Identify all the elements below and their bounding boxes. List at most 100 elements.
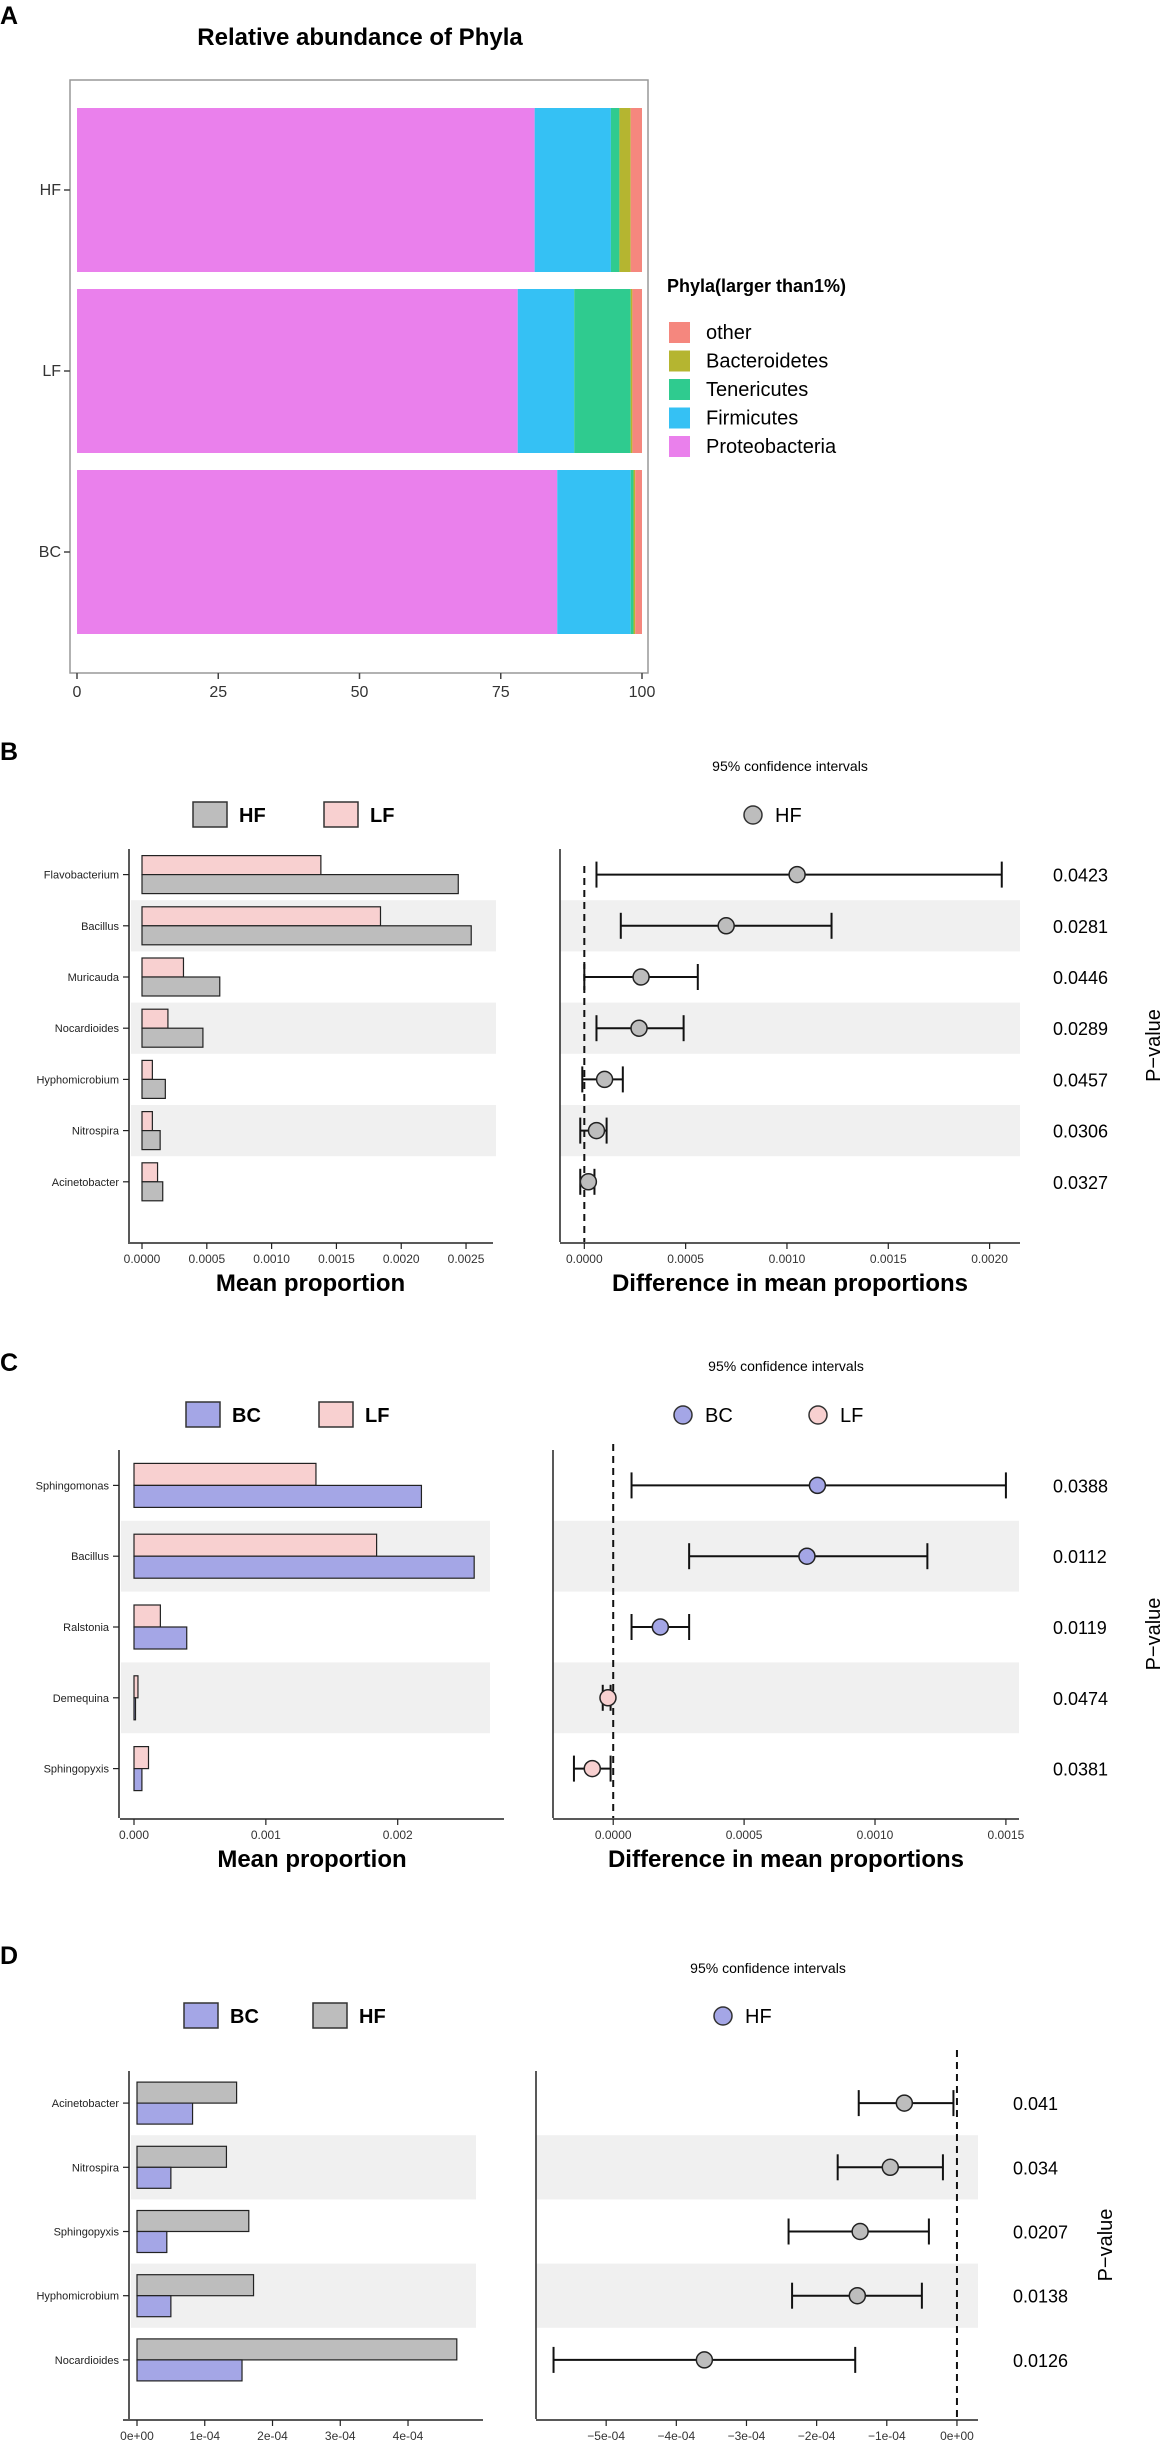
left-x-tick-label: 0.0015	[318, 1252, 355, 1266]
panel-label-a: A	[0, 2, 18, 30]
right-x-axis-title: Difference in mean proportions	[612, 1270, 968, 1297]
category-label-flavobacterium: Flavobacterium	[44, 870, 119, 882]
p-value-hyphomicrobium: 0.0138	[1013, 2287, 1068, 2307]
bar-acinetobacter-hf	[141, 1181, 164, 1202]
bar-sphingopyxis-hf	[136, 2209, 250, 2233]
right-x-tick-label: 0.0005	[667, 1252, 704, 1266]
right-x-tick-label: 0e+00	[940, 2429, 974, 2441]
right-x-axis-title: Difference in mean proportions	[608, 1846, 964, 1873]
p-value-nitrospira: 0.034	[1013, 2158, 1058, 2178]
bar-ralstonia-lf	[133, 1604, 161, 1628]
legend-title: Phyla(larger than1%)	[667, 276, 846, 296]
ci-legend-label-hf: HF	[775, 805, 802, 827]
category-label-sphingopyxis: Sphingopyxis	[54, 2227, 120, 2239]
left-x-tick-label: 0e+00	[120, 2429, 154, 2441]
bar-flavobacterium-hf	[141, 873, 459, 895]
bar-segment-bc-bacteroidetes	[633, 470, 636, 634]
left-x-tick-label: 0.0000	[124, 1252, 161, 1266]
left-x-tick-label: 0.0005	[188, 1252, 225, 1266]
panel-label-d: D	[0, 1942, 18, 1970]
ci-title: 95% confidence intervals	[712, 758, 868, 774]
ci-title: 95% confidence intervals	[690, 1960, 846, 1976]
left-x-tick-label: 0.0010	[253, 1252, 290, 1266]
bar-ralstonia-bc	[133, 1626, 188, 1650]
bar-segment-hf-bacteroidetes	[619, 108, 631, 272]
p-value-hyphomicrobium: 0.0457	[1053, 1070, 1108, 1090]
p-value-axis-label: P−value	[1143, 1598, 1165, 1671]
bar-segment-bc-tenericutes	[630, 470, 634, 634]
right-x-tick-label: 0.0020	[971, 1252, 1008, 1266]
bar-bacillus-lf	[133, 1533, 378, 1557]
bar-sphingomonas-lf	[133, 1462, 317, 1487]
bar-segment-bc-other	[635, 470, 642, 634]
right-x-tick-label: −1e-04	[868, 2429, 906, 2441]
bar-nitrospira-hf	[136, 2145, 228, 2168]
p-value-flavobacterium: 0.0423	[1053, 866, 1108, 886]
left-x-tick-label: 0.0025	[448, 1252, 485, 1266]
bar-sphingopyxis-bc	[136, 2230, 168, 2254]
category-label-demequina: Demequina	[53, 1693, 110, 1705]
bar-hyphomicrobium-lf	[141, 1059, 153, 1081]
legend-label-proteobacteria: Proteobacteria	[706, 436, 837, 458]
legend-swatch-tenericutes	[669, 379, 690, 400]
difference-point-muricauda	[632, 968, 650, 986]
ci-legend-point-hf	[713, 2006, 733, 2026]
bar-muricauda-lf	[141, 957, 185, 978]
category-label-ralstonia: Ralstonia	[63, 1622, 110, 1634]
p-value-bacillus: 0.0112	[1053, 1547, 1107, 1567]
legend-label-tenericutes: Tenericutes	[706, 379, 808, 401]
difference-point-flavobacterium	[788, 865, 806, 884]
bar-nocardioides-lf	[141, 1008, 169, 1029]
category-label-hyphomicrobium: Hyphomicrobium	[36, 2291, 119, 2303]
right-x-tick-label: 0.0010	[857, 1828, 894, 1842]
right-x-tick-label: 0.0005	[726, 1828, 763, 1842]
x-tick-label: 0	[73, 684, 82, 701]
bar-nitrospira-hf	[141, 1129, 161, 1151]
bar-segment-hf-other	[630, 108, 642, 272]
difference-point-sphingopyxis	[851, 2222, 869, 2241]
p-value-sphingomonas: 0.0388	[1053, 1476, 1108, 1496]
difference-point-nocardioides	[630, 1019, 648, 1037]
category-label-sphingopyxis: Sphingopyxis	[44, 1764, 110, 1776]
right-x-tick-label: −3e-04	[728, 2429, 766, 2441]
p-value-ralstonia: 0.0119	[1053, 1618, 1107, 1638]
legend-label-bacteroidetes: Bacteroidetes	[706, 351, 828, 373]
difference-point-demequina	[599, 1689, 617, 1707]
bar-sphingopyxis-bc	[133, 1767, 143, 1792]
bar-demequina-lf	[133, 1675, 139, 1699]
left-x-tick-label: 4e-04	[393, 2429, 424, 2441]
category-label-bacillus: Bacillus	[71, 1551, 109, 1563]
category-label-muricauda: Muricauda	[68, 972, 120, 984]
bar-segment-hf-firmicutes	[534, 108, 611, 272]
bar-segment-bc-firmicutes	[557, 470, 631, 634]
bar-hyphomicrobium-hf	[136, 2274, 255, 2297]
row-band-right	[560, 1105, 1020, 1157]
p-value-sphingopyxis: 0.0207	[1013, 2223, 1068, 2243]
legend-swatch-proteobacteria	[669, 436, 690, 457]
left-x-tick-label: 3e-04	[325, 2429, 356, 2441]
p-value-muricauda: 0.0446	[1053, 968, 1108, 988]
left-x-tick-label: 0.000	[119, 1828, 149, 1842]
bar-hyphomicrobium-bc	[136, 2295, 172, 2318]
bar-segment-hf-tenericutes	[610, 108, 620, 272]
category-label-nitrospira: Nitrospira	[72, 1126, 120, 1138]
bar-segment-hf-proteobacteria	[77, 108, 535, 272]
bar-bacillus-lf	[141, 906, 382, 927]
bar-demequina-bc	[133, 1697, 137, 1721]
difference-point-bacillus	[717, 917, 735, 935]
legend-label-other: other	[706, 322, 752, 344]
difference-point-nitrospira	[881, 2158, 900, 2177]
right-x-tick-label: 0.0015	[988, 1828, 1025, 1842]
category-label-nocardioides: Nocardioides	[55, 1023, 120, 1035]
legend-label-hf: HF	[239, 805, 266, 827]
p-value-sphingopyxis: 0.0381	[1053, 1760, 1108, 1780]
row-band-left	[131, 1105, 496, 1157]
p-value-demequina: 0.0474	[1053, 1689, 1108, 1709]
bar-segment-lf-tenericutes	[574, 289, 631, 453]
x-tick-label: 75	[492, 684, 510, 701]
bar-nocardioides-hf	[136, 2338, 458, 2361]
panel-b-extended-error-bar-chart: HF LF 95% confidence intervals HF 0.0000 0.00…	[36, 758, 1165, 1297]
x-tick-label: 25	[209, 684, 227, 701]
legend-label-bc: BC	[232, 1405, 261, 1427]
bar-flavobacterium-lf	[141, 854, 322, 876]
